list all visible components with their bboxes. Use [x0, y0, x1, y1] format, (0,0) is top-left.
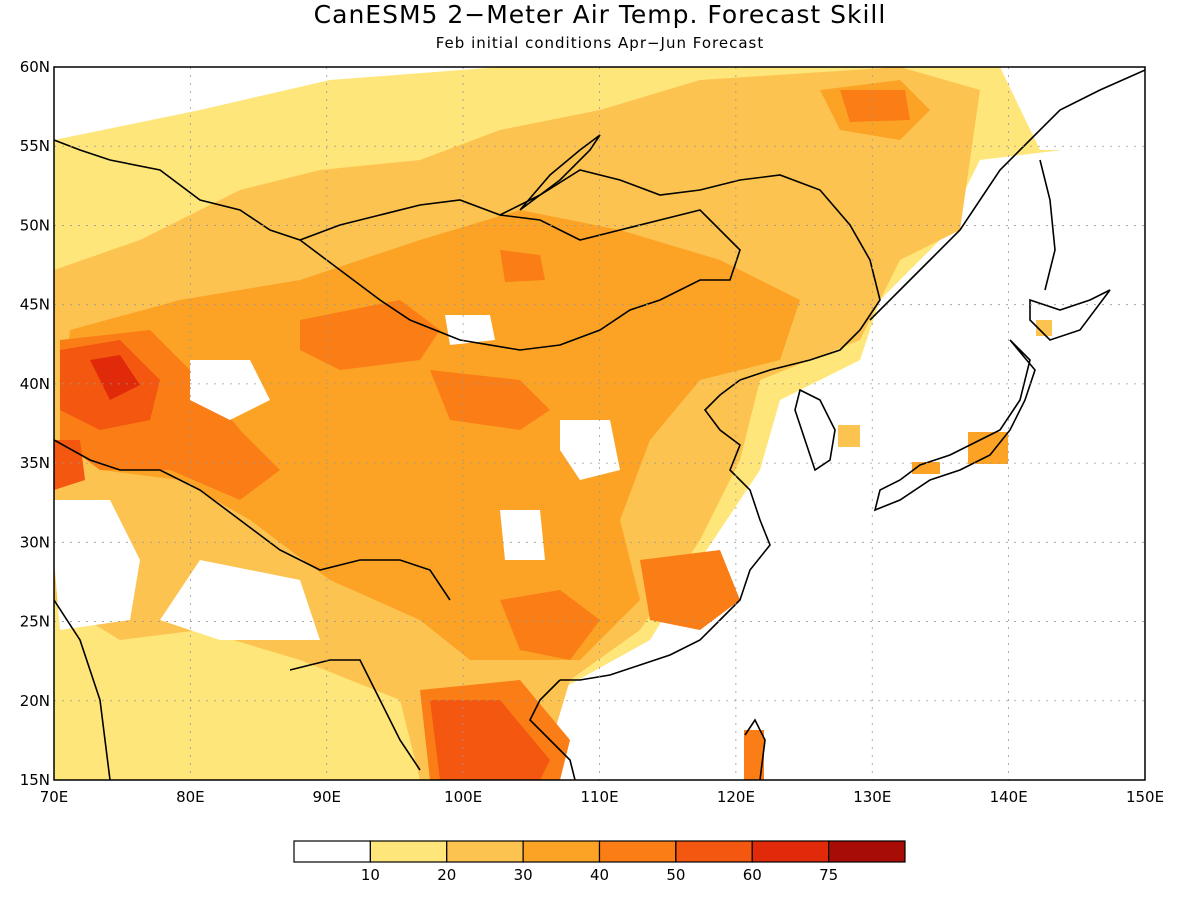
colorbar-tick-label: 60 — [743, 866, 762, 884]
lat-tick-label: 40N — [20, 375, 50, 393]
longitude-labels: 70E 80E 90E 100E 110E 120E 130E 140E 150E — [40, 788, 1164, 806]
colorbar-tick-label: 75 — [819, 866, 838, 884]
korea-skill-patch — [838, 425, 860, 447]
no-skill-area — [445, 315, 495, 345]
lon-tick-label: 90E — [312, 788, 341, 806]
india-border — [54, 439, 451, 601]
indochina-coast — [529, 679, 576, 780]
korea-coast — [794, 388, 836, 472]
mongolia-border — [299, 209, 741, 351]
japan-skill-patch — [968, 432, 1008, 464]
lon-tick-label: 70E — [40, 788, 69, 806]
colorbar-tick-label: 50 — [666, 866, 685, 884]
colorbar-swatch — [751, 840, 830, 863]
skill-level-40-area — [430, 370, 550, 430]
chart-subtitle: Feb initial conditions Apr−Jun Forecast — [435, 34, 765, 52]
skill-level-40-area — [500, 590, 600, 660]
china-coast — [560, 379, 771, 681]
burma-coast — [289, 659, 421, 771]
colorbar: 10 20 30 40 50 60 75 — [293, 840, 906, 884]
lon-tick-label: 130E — [853, 788, 891, 806]
gridlines — [54, 67, 1145, 780]
skill-level-40-area — [500, 250, 545, 282]
lat-tick-label: 45N — [20, 296, 50, 314]
colorbar-swatch — [828, 840, 906, 863]
colorbar-tick-label: 30 — [514, 866, 533, 884]
hokkaido-skill-patch — [1036, 320, 1052, 336]
taiwan-coast — [744, 718, 766, 780]
bay-of-bengal-coast — [54, 599, 111, 780]
lon-tick-label: 120E — [717, 788, 755, 806]
colorbar-swatch — [369, 840, 448, 863]
baikal-lake — [519, 134, 601, 211]
skill-level-40-area — [640, 550, 740, 630]
lat-tick-label: 20N — [20, 692, 50, 710]
skill-level-60-area — [90, 355, 140, 400]
hokkaido-coast — [1029, 289, 1111, 341]
no-skill-area — [190, 360, 270, 420]
lat-tick-label: 25N — [20, 613, 50, 631]
colorbar-tick-label: 40 — [590, 866, 609, 884]
lon-tick-label: 110E — [580, 788, 618, 806]
lat-tick-label: 50N — [20, 216, 50, 234]
lat-tick-label: 55N — [20, 137, 50, 155]
lat-tick-label: 30N — [20, 533, 50, 551]
lon-tick-label: 140E — [990, 788, 1028, 806]
russia-east-coast — [869, 69, 1145, 321]
skill-level-30-area — [60, 210, 800, 660]
lon-tick-label: 100E — [444, 788, 482, 806]
colorbar-swatch — [293, 840, 371, 863]
north-border — [54, 139, 881, 381]
colorbar-tick-label: 20 — [437, 866, 456, 884]
colorbar-swatch — [446, 840, 524, 863]
colorbar-tick-label: 10 — [361, 866, 380, 884]
colorbar-swatch — [675, 840, 753, 863]
sakhalin-coast — [1039, 159, 1056, 291]
ocean-area — [740, 100, 1145, 780]
latitude-labels: 15N 20N 25N 30N 35N 40N 45N 50N 55N 60N — [20, 58, 50, 789]
no-skill-area — [160, 560, 320, 640]
skill-field — [54, 67, 1145, 780]
lat-tick-label: 35N — [20, 454, 50, 472]
lat-tick-label: 15N — [20, 771, 50, 789]
taiwan-skill-patch — [744, 730, 764, 780]
lat-tick-label: 60N — [20, 58, 50, 76]
map-frame — [53, 66, 1146, 781]
coastlines — [54, 69, 1145, 780]
no-skill-area — [500, 510, 545, 560]
lon-tick-label: 150E — [1126, 788, 1164, 806]
colorbar-swatch — [522, 840, 601, 863]
no-skill-area — [54, 500, 140, 630]
skill-level-40-area — [840, 90, 910, 122]
japan-coast — [873, 339, 1036, 512]
colorbar-swatch — [598, 840, 677, 863]
skill-level-50-area — [430, 700, 550, 780]
lon-tick-label: 80E — [176, 788, 205, 806]
no-skill-area — [560, 420, 620, 480]
chart-title: CanESM5 2−Meter Air Temp. Forecast Skill — [313, 0, 887, 29]
